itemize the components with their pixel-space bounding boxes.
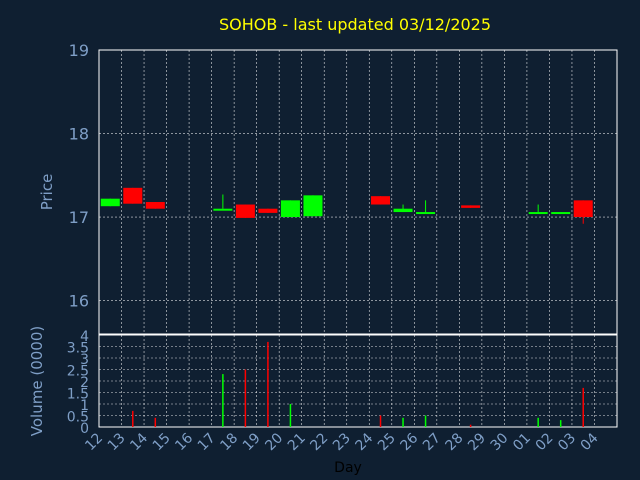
volume-tick-label: 4 (80, 329, 89, 345)
candle-body (100, 198, 120, 207)
x-tick-label: 15 (150, 430, 174, 454)
x-tick-label: 25 (375, 430, 399, 454)
candle-body (393, 208, 413, 213)
volume-bar (582, 387, 584, 427)
x-tick-label: 02 (533, 430, 557, 454)
x-tick-label: 03 (555, 430, 579, 454)
volume-tick-label: 3.5 (67, 341, 89, 357)
candle-body (528, 212, 548, 215)
x-tick-label: 04 (578, 430, 602, 454)
candle-body (213, 208, 233, 211)
x-tick-label: 17 (195, 430, 219, 454)
volume-bar (559, 420, 562, 427)
x-tick-label: 19 (240, 430, 264, 454)
x-axis-label: Day (334, 460, 362, 476)
volume-panel: 00.511.522.533.54 (67, 329, 618, 437)
volume-tick-label: 0.5 (67, 410, 89, 426)
candle-body (145, 202, 165, 209)
candle-body (280, 200, 300, 218)
volume-bar (469, 424, 472, 427)
volume-tick-label: 3 (80, 352, 89, 368)
volume-bar (154, 417, 157, 427)
x-tick-label: 14 (127, 430, 151, 454)
candle-body (551, 212, 571, 215)
x-tick-label: 23 (330, 430, 354, 454)
x-tick-label: 13 (105, 430, 129, 454)
volume-bar (537, 417, 539, 427)
candle-body (461, 205, 481, 208)
candle-body (235, 204, 255, 218)
x-tick-label: 20 (262, 430, 286, 454)
price-axis-label: Price (38, 174, 56, 211)
volume-tick-label: 1.5 (67, 387, 89, 403)
candle-body (371, 196, 391, 205)
volume-plot-frame (98, 334, 618, 428)
volume-bar (222, 374, 224, 427)
volume-bar (379, 415, 382, 427)
price-tick-label: 18 (69, 125, 89, 144)
volume-bar (267, 341, 269, 427)
volume-bar (424, 415, 427, 427)
candle-body (303, 195, 323, 217)
chart-title: SOHOB - last updated 03/12/2025 (219, 15, 491, 34)
volume-bar (289, 404, 292, 427)
x-tick-label: 27 (420, 430, 444, 454)
volume-bar (244, 369, 247, 427)
x-tick-label: 29 (465, 430, 489, 454)
candle-body (123, 187, 143, 204)
volume-bar (402, 417, 404, 427)
x-tick-label: 26 (398, 430, 422, 454)
x-tick-label: 01 (510, 430, 534, 454)
volume-axis-label: Volume (0000) (28, 326, 46, 436)
volume-bar (132, 410, 134, 427)
volume-tick-label: 2.5 (67, 364, 89, 380)
price-panel: 16 17 18 19 (69, 41, 618, 335)
price-tick-label: 19 (69, 41, 89, 60)
candle-body (416, 212, 436, 215)
price-plot-frame (98, 49, 618, 335)
x-tick-label: 18 (217, 430, 241, 454)
x-tick-label: 21 (285, 430, 309, 454)
candle-body (258, 208, 278, 213)
candle-body (573, 200, 593, 218)
x-tick-label: 16 (172, 430, 196, 454)
x-tick-label: 24 (352, 430, 376, 454)
x-tick-label: 30 (488, 430, 512, 454)
x-tick-label: 22 (307, 430, 331, 454)
price-tick-label: 16 (69, 292, 89, 311)
volume-tick-label: 0 (80, 421, 89, 437)
x-tick-label: 28 (443, 430, 467, 454)
volume-tick-label: 2 (80, 375, 89, 391)
price-tick-label: 17 (69, 208, 89, 227)
volume-tick-label: 1 (80, 398, 89, 414)
